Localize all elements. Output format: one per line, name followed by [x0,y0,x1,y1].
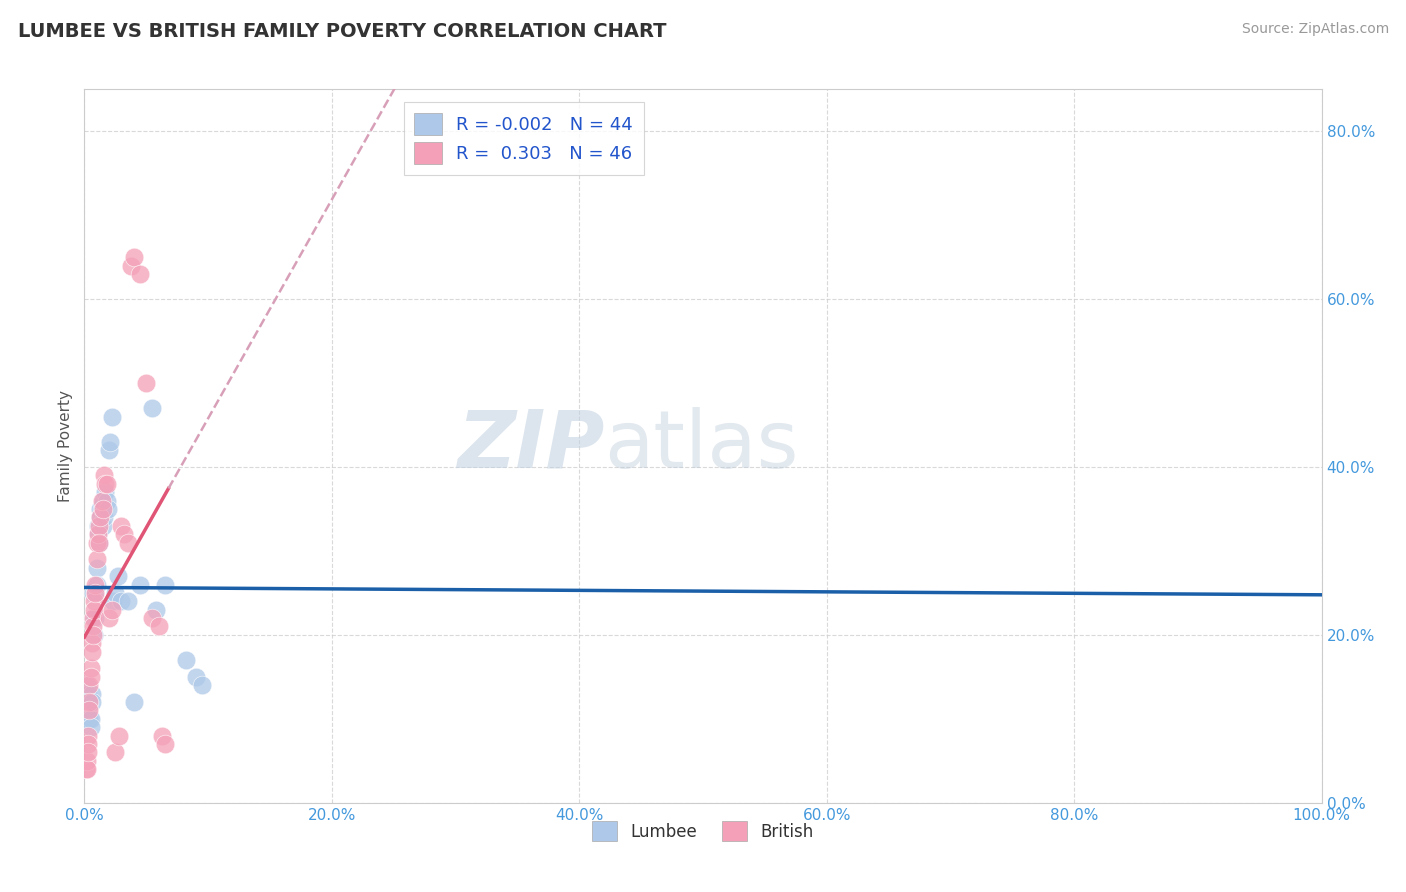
Point [98,443,121,458]
Point [174,653,197,667]
Point [129,267,152,281]
Point [77,746,100,760]
Point [110,518,132,533]
Point [76,762,98,776]
Point [77,687,100,701]
Text: atlas: atlas [605,407,799,485]
Point [79,661,101,675]
Point [93,510,115,524]
Point [104,586,127,600]
Point [79,712,101,726]
Point [112,527,135,541]
Point [89,510,111,524]
Point [82,586,104,600]
Point [153,577,176,591]
Point [94,476,117,491]
Point [84,586,107,600]
Point [84,577,107,591]
Point [141,401,163,416]
Point [87,518,110,533]
Point [83,594,105,608]
Point [76,678,98,692]
Point [80,645,103,659]
Point [89,510,111,524]
Point [79,678,101,692]
Text: Source: ZipAtlas.com: Source: ZipAtlas.com [1241,22,1389,37]
Point [82,628,104,642]
Point [135,376,157,390]
Point [148,619,170,633]
Point [76,754,98,768]
Point [83,628,105,642]
Point [96,493,118,508]
Point [80,687,103,701]
Point [94,485,117,500]
Point [80,636,103,650]
Point [90,493,112,508]
Point [79,670,101,684]
Point [184,670,207,684]
Point [77,703,100,717]
Point [82,611,104,625]
Point [89,535,111,549]
Y-axis label: Family Poverty: Family Poverty [58,390,73,502]
Point [89,535,111,549]
Point [108,729,131,743]
Point [100,603,122,617]
Point [91,502,114,516]
Point [96,476,118,491]
Point [90,502,112,516]
Point [91,518,114,533]
Point [86,560,108,574]
Point [107,569,129,583]
Point [82,619,104,633]
Point [87,527,110,541]
Point [153,737,176,751]
Point [93,468,115,483]
Point [77,729,100,743]
Point [79,720,101,734]
Point [89,502,111,516]
Point [98,611,121,625]
Text: ZIP: ZIP [457,407,605,485]
Point [150,729,173,743]
Point [79,712,101,726]
Point [122,250,145,264]
Point [79,703,101,717]
Point [87,527,110,541]
Point [110,594,132,608]
Point [86,577,108,591]
Point [89,518,111,533]
Point [86,535,108,549]
Point [75,762,97,776]
Point [122,695,145,709]
Point [129,577,152,591]
Point [79,695,101,709]
Point [84,586,107,600]
Point [84,611,107,625]
Point [80,695,103,709]
Point [82,611,104,625]
Point [77,737,100,751]
Point [91,493,114,508]
Point [86,552,108,566]
Point [145,603,167,617]
Point [191,678,214,692]
Point [97,502,120,516]
Point [83,611,105,625]
Legend: Lumbee, British: Lumbee, British [585,814,821,848]
Point [141,611,163,625]
Point [104,746,127,760]
Text: LUMBEE VS BRITISH FAMILY POVERTY CORRELATION CHART: LUMBEE VS BRITISH FAMILY POVERTY CORRELA… [18,22,666,41]
Point [117,594,139,608]
Point [117,535,139,549]
Point [100,409,122,424]
Point [83,603,105,617]
Point [98,434,121,449]
Point [101,594,124,608]
Point [120,259,142,273]
